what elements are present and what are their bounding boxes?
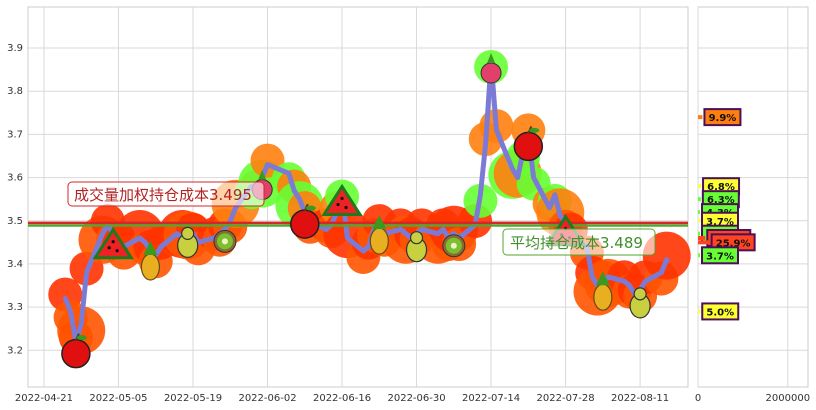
price-x-axis: 2022-04-21 2022-05-05 2022-05-19 2022-06-02… (15, 393, 669, 404)
distribution-badge (701, 246, 739, 265)
pear-icon (629, 287, 651, 319)
distribution-bar: 5.0% (698, 302, 740, 321)
y-tick-label: 3.8 (7, 86, 23, 97)
distribution-bar-fill (698, 231, 700, 236)
pineapple-icon (593, 271, 613, 311)
x-tick-label: 2022-08-11 (611, 393, 669, 404)
y-tick-label: 3.3 (7, 302, 23, 313)
y-tick-label: 3.2 (7, 345, 23, 356)
x-tick-label: 2022-06-02 (238, 393, 296, 404)
weighted-cost-box (67, 181, 265, 207)
fruit-decorations (61, 52, 651, 369)
distribution-bar-fill (698, 218, 700, 223)
y-tick-label: 3.5 (7, 216, 23, 227)
distribution-bar-fill (698, 309, 701, 314)
x-tick-label: 2022-05-05 (89, 393, 147, 404)
price-y-axis: 3.2 3.3 3.4 3.5 3.6 3.7 3.8 3.9 (7, 43, 23, 356)
kiwi-icon (442, 234, 466, 258)
watermelon-icon (92, 226, 134, 260)
distribution-panel: 9.9%6.8%6.3%4.3%3.7%4.1%16.2%25.9%3.7%5.… (695, 6, 810, 404)
x-tick-label: 2022-07-14 (462, 393, 520, 404)
apple-icon (513, 125, 544, 162)
distribution-badge-label: 6.3% (707, 195, 735, 206)
distribution-bar-fill (698, 197, 701, 202)
pineapple-icon (140, 240, 161, 281)
average-cost-label: 平均持仓成本3.489 (510, 234, 643, 252)
x-tick-label: 2022-05-19 (164, 393, 222, 404)
radish-icon (480, 52, 502, 84)
distribution-bar: 3.7% (698, 246, 739, 265)
x-tick-label: 2022-07-28 (537, 393, 595, 404)
y-tick-label: 3.6 (7, 173, 23, 184)
kiwi-icon (213, 229, 237, 253)
distribution-x-axis: 0 2000000 (695, 393, 810, 404)
y-tick-label: 3.4 (7, 259, 23, 270)
distribution-bar-fill (698, 115, 703, 120)
distribution-bar-fill (698, 240, 710, 245)
x-tick-label: 2022-04-21 (15, 393, 73, 404)
weighted-cost-annotation: 成交量加权持仓成本3.495 (67, 181, 265, 207)
x-tick-label: 2022-06-16 (313, 393, 371, 404)
distribution-bar: 9.9% (698, 108, 742, 127)
dist-x-tick-label: 0 (695, 393, 701, 404)
distribution-badge-label: 3.7% (706, 251, 734, 262)
x-tick-label: 2022-06-30 (387, 393, 445, 404)
apple-icon (290, 203, 320, 239)
average-cost-box (502, 228, 656, 256)
average-cost-annotation: 平均持仓成本3.489 (502, 228, 656, 256)
pear-icon (177, 226, 199, 258)
dist-x-tick-label: 2000000 (766, 393, 811, 404)
cost-reference-lines (28, 221, 688, 227)
distribution-bars: 9.9%6.8%6.3%4.3%3.7%4.1%16.2%25.9%3.7%5.… (698, 108, 756, 321)
distribution-bar-fill (698, 184, 702, 189)
price-panel: 3.23.33.43.53.63.73.83.9 2022-04-21 2022-… (7, 6, 691, 404)
watermelon-icon (321, 183, 363, 217)
distribution-badge-label: 6.8% (707, 182, 735, 193)
distribution-bar-fill (698, 253, 700, 258)
y-tick-label: 3.9 (7, 43, 23, 54)
apple-icon (61, 333, 91, 369)
distribution-badge-label: 3.7% (706, 217, 734, 228)
distribution-badge-label: 5.0% (706, 307, 734, 318)
y-tick-label: 3.7 (7, 129, 23, 140)
distribution-bar-fill (698, 236, 706, 241)
distribution-badge-label: 25.9% (716, 238, 751, 249)
distribution-badge (703, 108, 742, 127)
distribution-bar-fill (698, 210, 700, 215)
pear-icon (405, 231, 428, 263)
pineapple-icon (369, 215, 389, 255)
distribution-badge-label: 9.9% (709, 113, 737, 124)
distribution-badge (701, 302, 740, 321)
weighted-cost-label: 成交量加权持仓成本3.495 (74, 186, 252, 204)
